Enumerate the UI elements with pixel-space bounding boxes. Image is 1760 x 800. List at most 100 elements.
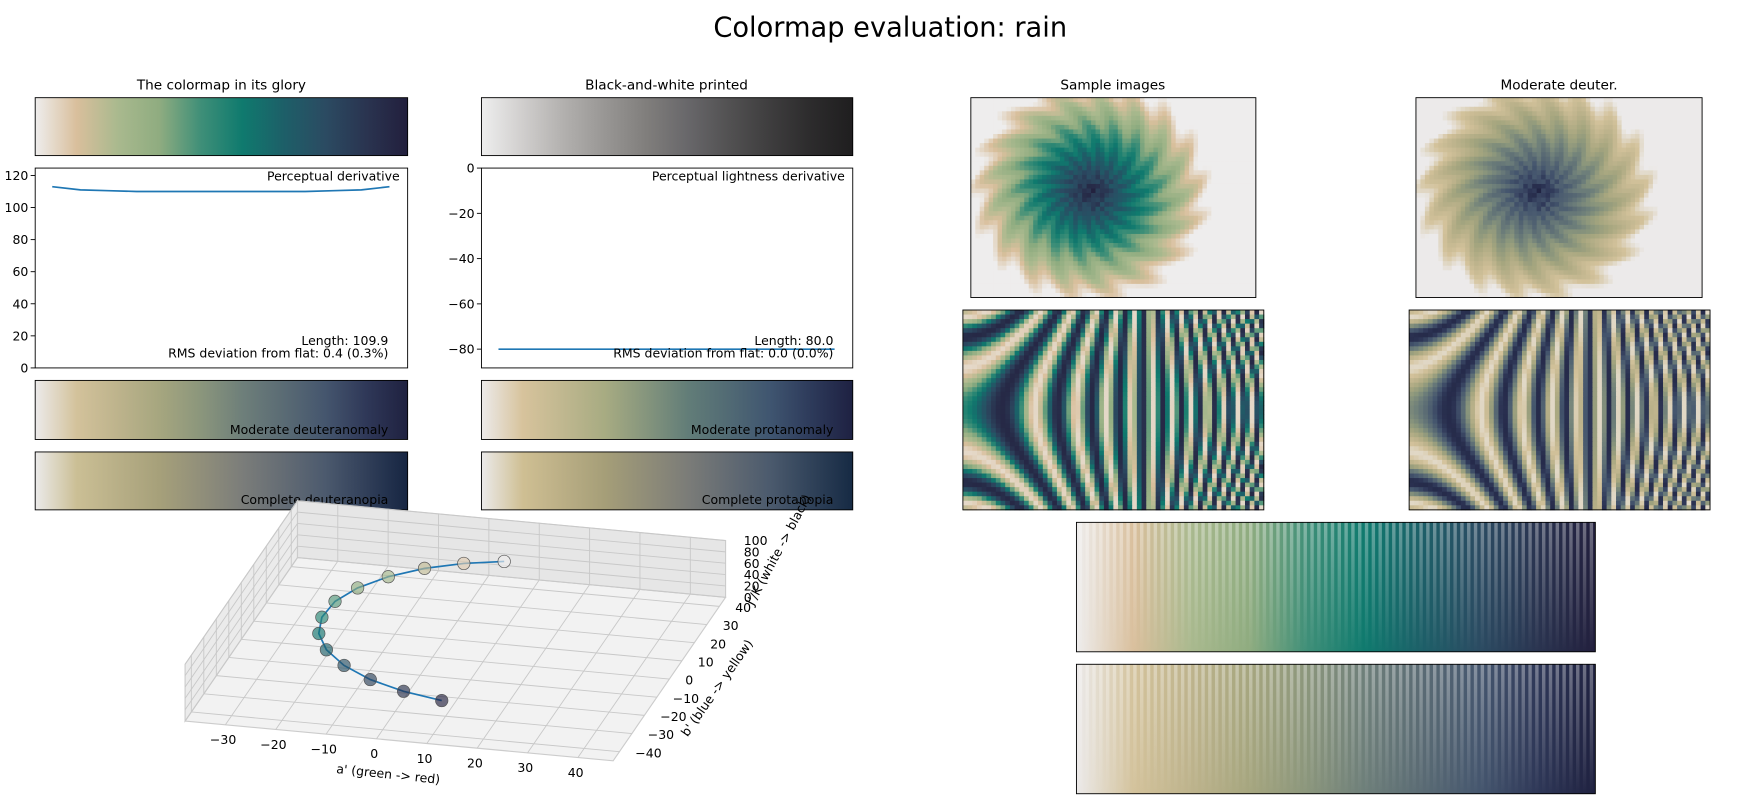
line <box>52 185 390 193</box>
image-frame <box>1075 663 1596 795</box>
y-axis-label: b' (blue -> yellow) <box>678 636 756 739</box>
x-tick-label: 0 <box>370 746 378 761</box>
point <box>497 554 511 569</box>
y-tick-label: −60 <box>448 296 474 311</box>
plot-frame <box>34 167 409 369</box>
sample-image <box>962 310 1265 511</box>
y-tick-label: 80 <box>12 232 28 247</box>
grid-line <box>297 545 726 587</box>
z-tick-label: 80 <box>744 544 760 559</box>
colormap-strip <box>480 97 854 157</box>
grid-line <box>228 657 657 698</box>
y-tick-label: 40 <box>735 600 751 615</box>
grid-line <box>241 638 670 680</box>
grid-line <box>184 523 298 688</box>
x-tick-label: 30 <box>517 760 533 775</box>
y-tick-label: −30 <box>648 727 674 742</box>
y-tick-label: −20 <box>448 206 474 221</box>
z-tick-label: 0 <box>744 590 752 605</box>
x-tick-label: 40 <box>568 765 584 780</box>
note: RMS deviation from flat: 0.4 (0.3%) <box>168 346 388 361</box>
grid-line <box>291 566 720 607</box>
y-tick-label: 60 <box>12 264 28 279</box>
y-tick-label: 0 <box>467 161 475 176</box>
image-frame <box>970 97 1257 298</box>
stripes <box>1078 664 1594 794</box>
image-frame <box>1075 521 1596 653</box>
y-tick-label: 20 <box>12 328 28 343</box>
y-tick-label: −10 <box>673 691 699 706</box>
y-tick-label: 30 <box>723 618 739 633</box>
image-frame <box>1415 97 1703 298</box>
y-tick-label: 20 <box>710 636 726 651</box>
panel-title: Black-and-white printed <box>585 78 748 94</box>
z-tick-label: 40 <box>744 567 760 582</box>
point <box>381 570 395 584</box>
x-tick-label: −10 <box>311 741 337 756</box>
z-tick-label: 100 <box>744 533 768 548</box>
colormap-strip <box>34 451 409 511</box>
grid-line <box>297 500 726 541</box>
x-tick-label: −20 <box>260 737 286 752</box>
grid-line <box>184 557 298 722</box>
point <box>319 643 333 657</box>
panel-title: Sample images <box>1060 78 1165 94</box>
y-tick-label: 0 <box>685 673 693 688</box>
x-tick-label: −30 <box>210 732 236 747</box>
y-tick-label: −80 <box>448 342 474 357</box>
z-tick-label: 20 <box>744 578 760 593</box>
grid-line <box>184 511 298 676</box>
point <box>351 581 365 595</box>
image-frame <box>962 309 1265 511</box>
sample-image <box>1415 97 1703 298</box>
annotation: Perceptual lightness derivative <box>652 169 845 184</box>
y-tick-label: −20 <box>660 709 686 724</box>
strip-label: Moderate deuteranomaly <box>230 422 389 437</box>
plot-frame <box>480 167 854 369</box>
y-tick-label: −40 <box>448 251 474 266</box>
grid-line <box>266 602 695 644</box>
strip-label: Complete protanopia <box>702 492 834 507</box>
figure-title: Colormap evaluation: rain <box>713 12 1067 43</box>
note: Length: 80.0 <box>754 333 833 348</box>
panel-title: Moderate deuter. <box>1500 78 1617 94</box>
y-tick-label: 0 <box>20 360 28 375</box>
grid-line <box>297 511 726 553</box>
grid-line <box>184 534 298 699</box>
x-tick-label: 10 <box>417 751 433 766</box>
grid-line <box>297 523 726 564</box>
stripes <box>1078 522 1594 652</box>
z-tick-label: 60 <box>744 556 760 571</box>
note: RMS deviation from flat: 0.0 (0.0%) <box>613 346 833 361</box>
point <box>417 561 432 575</box>
annotation: Perceptual derivative <box>267 169 400 184</box>
grid-line <box>216 675 645 716</box>
point <box>328 594 342 608</box>
point <box>435 693 449 708</box>
point <box>312 626 326 641</box>
grid-line <box>203 693 632 735</box>
grid-line <box>184 545 298 710</box>
strip-label: Moderate protanomaly <box>691 422 834 437</box>
colormap-strip <box>480 379 854 440</box>
grid-line <box>253 620 682 662</box>
sample-image <box>1409 310 1711 511</box>
point <box>363 673 377 687</box>
grid-line <box>297 557 726 598</box>
grid-line <box>191 711 620 753</box>
point <box>337 658 351 673</box>
strip-label: Complete deuteranopia <box>241 492 389 507</box>
grid-line <box>297 534 726 576</box>
point <box>315 610 329 624</box>
colormap-strip <box>480 451 854 511</box>
point <box>396 684 411 698</box>
image-frame <box>1408 309 1711 511</box>
y-tick-label: 40 <box>12 296 28 311</box>
colormap-strip <box>34 379 409 440</box>
panel-title: The colormap in its glory <box>136 78 306 94</box>
x-tick-label: 20 <box>467 755 483 770</box>
sample-image <box>970 97 1257 298</box>
y-tick-label: 10 <box>698 655 714 670</box>
y-tick-label: 120 <box>5 168 29 183</box>
